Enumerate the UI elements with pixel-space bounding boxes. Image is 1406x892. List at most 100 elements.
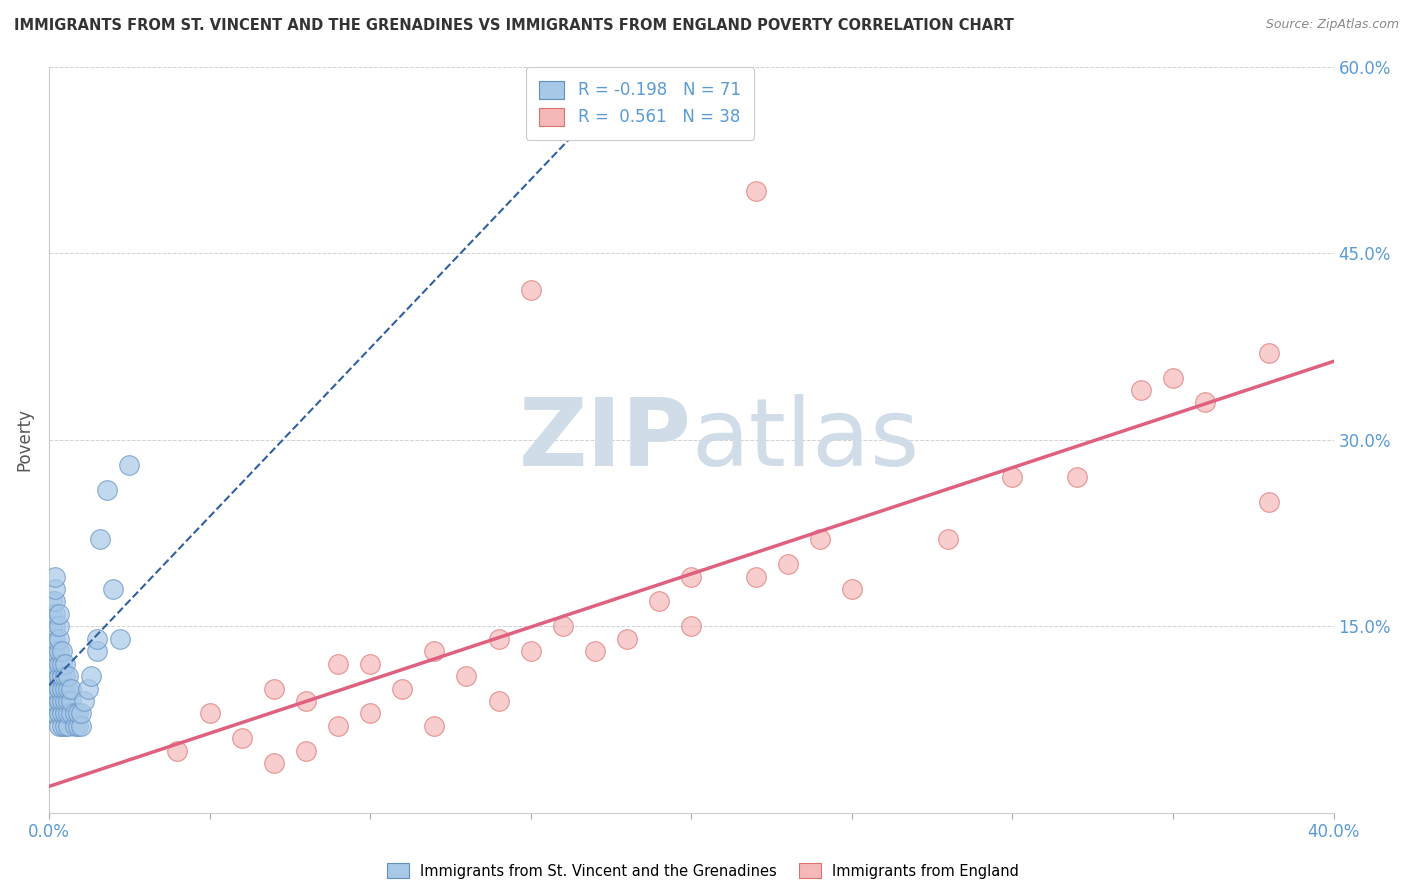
Point — [1129, 383, 1152, 397]
Point — [58, 681, 80, 696]
Point — [44, 632, 66, 646]
Point — [44, 582, 66, 596]
Point — [359, 706, 381, 721]
Point — [41, 632, 63, 646]
Point — [41, 594, 63, 608]
Point — [118, 458, 141, 472]
Point — [44, 594, 66, 608]
Point — [488, 694, 510, 708]
Text: atlas: atlas — [692, 393, 920, 486]
Point — [53, 681, 76, 696]
Point — [44, 657, 66, 671]
Point — [44, 619, 66, 633]
Point — [76, 681, 98, 696]
Point — [58, 669, 80, 683]
Legend: R = -0.198   N = 71, R =  0.561   N = 38: R = -0.198 N = 71, R = 0.561 N = 38 — [526, 68, 754, 140]
Point — [48, 632, 70, 646]
Point — [48, 644, 70, 658]
Point — [70, 706, 93, 721]
Point — [263, 681, 285, 696]
Point — [41, 706, 63, 721]
Point — [44, 694, 66, 708]
Point — [551, 619, 574, 633]
Point — [58, 694, 80, 708]
Point — [48, 706, 70, 721]
Point — [198, 706, 221, 721]
Point — [53, 694, 76, 708]
Point — [391, 681, 413, 696]
Point — [48, 681, 70, 696]
Point — [48, 719, 70, 733]
Text: IMMIGRANTS FROM ST. VINCENT AND THE GRENADINES VS IMMIGRANTS FROM ENGLAND POVERT: IMMIGRANTS FROM ST. VINCENT AND THE GREN… — [14, 18, 1014, 33]
Point — [48, 669, 70, 683]
Point — [53, 669, 76, 683]
Point — [744, 184, 766, 198]
Point — [41, 619, 63, 633]
Point — [295, 694, 318, 708]
Point — [423, 644, 446, 658]
Point — [53, 719, 76, 733]
Point — [648, 594, 671, 608]
Point — [60, 694, 83, 708]
Point — [51, 657, 73, 671]
Point — [488, 632, 510, 646]
Text: Source: ZipAtlas.com: Source: ZipAtlas.com — [1265, 18, 1399, 31]
Point — [1258, 495, 1281, 509]
Point — [41, 644, 63, 658]
Point — [936, 533, 959, 547]
Point — [86, 644, 108, 658]
Point — [53, 657, 76, 671]
Point — [51, 694, 73, 708]
Point — [423, 719, 446, 733]
Point — [583, 644, 606, 658]
Point — [1001, 470, 1024, 484]
Point — [808, 533, 831, 547]
Point — [41, 657, 63, 671]
Point — [44, 569, 66, 583]
Point — [48, 694, 70, 708]
Point — [1161, 370, 1184, 384]
Point — [456, 669, 478, 683]
Point — [41, 619, 63, 633]
Point — [60, 681, 83, 696]
Point — [519, 284, 541, 298]
Point — [48, 619, 70, 633]
Point — [96, 483, 118, 497]
Point — [44, 607, 66, 621]
Point — [41, 681, 63, 696]
Point — [53, 706, 76, 721]
Point — [103, 582, 125, 596]
Point — [841, 582, 863, 596]
Point — [231, 731, 253, 746]
Point — [48, 607, 70, 621]
Point — [51, 681, 73, 696]
Point — [44, 644, 66, 658]
Point — [41, 607, 63, 621]
Point — [1258, 345, 1281, 359]
Legend: Immigrants from St. Vincent and the Grenadines, Immigrants from England: Immigrants from St. Vincent and the Gren… — [381, 857, 1025, 885]
Point — [1194, 395, 1216, 409]
Point — [1066, 470, 1088, 484]
Point — [80, 669, 103, 683]
Point — [41, 681, 63, 696]
Point — [63, 719, 86, 733]
Point — [41, 694, 63, 708]
Point — [58, 719, 80, 733]
Point — [51, 644, 73, 658]
Point — [51, 706, 73, 721]
Point — [744, 569, 766, 583]
Point — [73, 694, 96, 708]
Point — [359, 657, 381, 671]
Y-axis label: Poverty: Poverty — [15, 409, 32, 471]
Point — [60, 706, 83, 721]
Point — [66, 719, 89, 733]
Point — [44, 669, 66, 683]
Point — [263, 756, 285, 771]
Point — [41, 669, 63, 683]
Point — [166, 744, 188, 758]
Point — [326, 719, 349, 733]
Point — [44, 681, 66, 696]
Point — [51, 669, 73, 683]
Point — [326, 657, 349, 671]
Point — [295, 744, 318, 758]
